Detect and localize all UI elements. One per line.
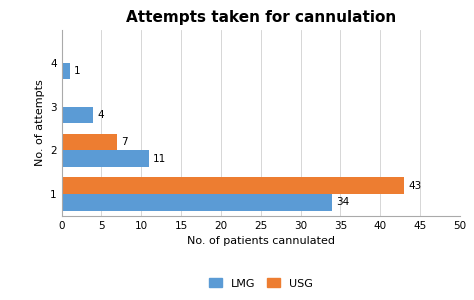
Text: 43: 43 <box>408 181 421 191</box>
Text: 7: 7 <box>121 137 128 147</box>
Bar <box>62 106 93 123</box>
Text: 1: 1 <box>73 66 80 76</box>
Bar <box>62 194 332 211</box>
Text: 11: 11 <box>153 154 166 164</box>
Text: 34: 34 <box>337 197 350 207</box>
Text: 4: 4 <box>98 110 104 120</box>
Bar <box>62 134 118 150</box>
Legend: LMG, USG: LMG, USG <box>204 274 317 293</box>
Bar <box>62 150 149 167</box>
X-axis label: No. of patients cannulated: No. of patients cannulated <box>187 236 335 246</box>
Y-axis label: No. of attempts: No. of attempts <box>35 80 45 166</box>
Bar <box>62 63 70 80</box>
Bar <box>62 178 404 194</box>
Title: Attempts taken for cannulation: Attempts taken for cannulation <box>126 10 396 25</box>
